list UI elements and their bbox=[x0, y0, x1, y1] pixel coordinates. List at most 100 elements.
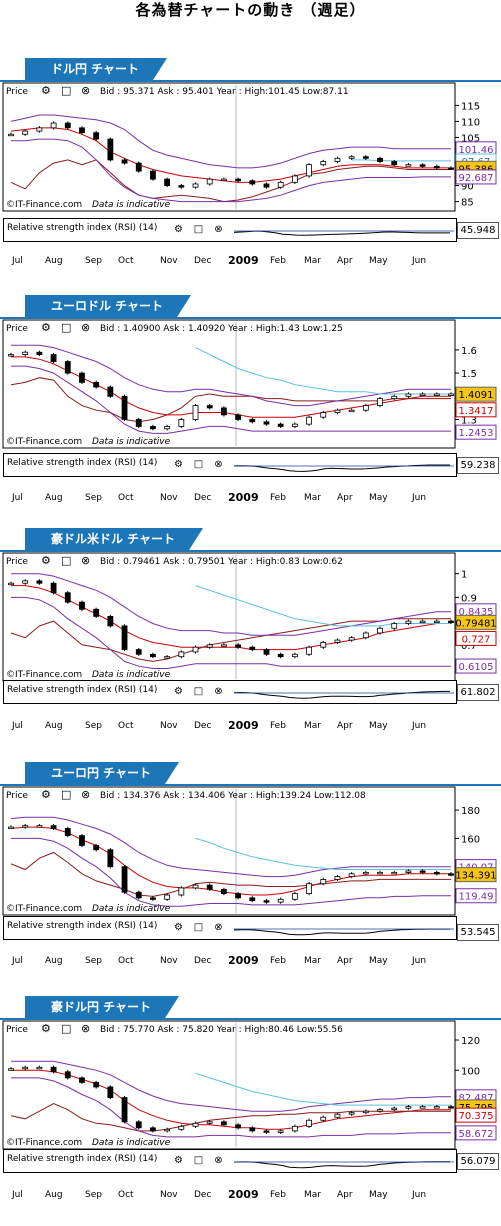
candle-body bbox=[178, 651, 185, 658]
month-label: Jun bbox=[412, 256, 427, 266]
candle-body bbox=[135, 162, 142, 172]
candle-body bbox=[79, 372, 85, 383]
wrench-icon[interactable]: ⚙ bbox=[174, 922, 183, 933]
rsi-panel: Relative strength index (RSI) (14) ⚙ □ ⊗ bbox=[3, 680, 457, 704]
close-icon[interactable]: ⊗ bbox=[214, 224, 223, 235]
candle-body bbox=[64, 1071, 71, 1079]
watermark: ©IT-Finance.com bbox=[6, 1138, 82, 1148]
rsi-panel: Relative strength index (RSI) (14) ⚙ □ ⊗ bbox=[3, 453, 457, 477]
window-icon[interactable]: □ bbox=[61, 84, 71, 97]
chart-frame bbox=[2, 786, 456, 916]
candle-body bbox=[8, 354, 14, 357]
value-box-label: 0.6105 bbox=[459, 662, 494, 673]
candle-body bbox=[249, 1127, 256, 1132]
close-icon[interactable]: ⊗ bbox=[81, 84, 90, 97]
series-boll_upper bbox=[10, 816, 451, 878]
chart-panel-eurjpy: ユーロ円 チャート Price ⚙ □ ⊗ Bid : 134.376 Ask : 13… bbox=[0, 762, 501, 992]
candle-body bbox=[22, 130, 29, 135]
window-icon[interactable]: □ bbox=[193, 224, 204, 235]
wrench-icon[interactable]: ⚙ bbox=[174, 686, 183, 697]
wrench-icon[interactable]: ⚙ bbox=[174, 1155, 183, 1166]
candle-body bbox=[291, 1125, 298, 1132]
candle-body bbox=[22, 825, 29, 828]
wrench-icon[interactable]: ⚙ bbox=[41, 321, 51, 334]
y-tick-label: 160 bbox=[461, 834, 480, 845]
month-label: Jul bbox=[12, 956, 23, 966]
month-label: Apr bbox=[337, 256, 353, 266]
candle-body bbox=[362, 632, 369, 639]
window-icon[interactable]: □ bbox=[61, 554, 71, 567]
candle-body bbox=[249, 180, 256, 185]
wrench-icon[interactable]: ⚙ bbox=[41, 554, 51, 567]
month-label: Nov bbox=[160, 256, 178, 266]
candle-body bbox=[235, 644, 241, 648]
month-axis: Jul Aug Sep Oct Nov Dec 2009 Feb Mar Apr May Jun bbox=[0, 954, 501, 970]
close-icon[interactable]: ⊗ bbox=[81, 554, 90, 567]
candle-body bbox=[121, 625, 128, 650]
close-icon[interactable]: ⊗ bbox=[214, 1155, 223, 1166]
window-icon[interactable]: □ bbox=[193, 459, 204, 470]
window-icon[interactable]: □ bbox=[61, 321, 71, 334]
candle-body bbox=[93, 608, 100, 617]
rsi-line bbox=[233, 464, 454, 472]
candle-body bbox=[334, 409, 341, 413]
close-icon[interactable]: ⊗ bbox=[214, 459, 223, 470]
page-title: 各為替チャートの動き （週足） bbox=[135, 1, 366, 19]
candle-body bbox=[235, 414, 241, 420]
close-icon[interactable]: ⊗ bbox=[214, 686, 223, 697]
month-label: Apr bbox=[337, 493, 353, 503]
candle-body bbox=[348, 637, 355, 641]
close-icon[interactable]: ⊗ bbox=[81, 321, 90, 334]
wrench-icon[interactable]: ⚙ bbox=[174, 224, 183, 235]
candle-body bbox=[419, 1106, 426, 1109]
chart-title-tab: 豪ドル米ドル チャート bbox=[25, 528, 203, 550]
window-icon[interactable]: □ bbox=[193, 686, 204, 697]
close-icon[interactable]: ⊗ bbox=[81, 788, 90, 801]
candle-body bbox=[22, 1066, 29, 1070]
candle-body bbox=[107, 138, 114, 161]
candle-body bbox=[377, 1109, 383, 1112]
month-label: Mar bbox=[304, 1190, 321, 1200]
candle-body bbox=[107, 386, 114, 397]
series-boll_lower bbox=[11, 837, 451, 907]
candle-body bbox=[306, 646, 312, 655]
month-axis: Jul Aug Sep Oct Nov Dec 2009 Feb Mar Apr May Jun bbox=[0, 254, 501, 270]
candle-body bbox=[334, 876, 341, 880]
chart-title-tab: 豪ドル円 チャート bbox=[25, 996, 179, 1018]
wrench-icon[interactable]: ⚙ bbox=[41, 788, 51, 801]
month-label: Jul bbox=[12, 256, 23, 266]
window-icon[interactable]: □ bbox=[193, 1155, 204, 1166]
wrench-icon[interactable]: ⚙ bbox=[41, 1022, 51, 1035]
candle-body bbox=[291, 893, 298, 900]
candle-body bbox=[221, 888, 227, 894]
candle-body bbox=[433, 1106, 440, 1109]
candle-body bbox=[263, 183, 270, 188]
month-label: Jun bbox=[412, 1190, 427, 1200]
candle-body bbox=[50, 825, 57, 829]
window-icon[interactable]: □ bbox=[61, 1022, 71, 1035]
price-chart: Price ⚙ □ ⊗ Bid : 0.79461 Ask : 0.79501 Year… bbox=[2, 552, 497, 682]
rsi-value: 53.545 bbox=[457, 924, 499, 941]
candle-body bbox=[22, 580, 29, 584]
month-label: 2009 bbox=[228, 491, 259, 504]
wrench-icon[interactable]: ⚙ bbox=[174, 459, 183, 470]
candle-body bbox=[306, 416, 312, 425]
month-label: Oct bbox=[118, 721, 134, 731]
month-label: Nov bbox=[160, 1190, 178, 1200]
close-icon[interactable]: ⊗ bbox=[81, 1022, 90, 1035]
y-tick-label: 120 bbox=[461, 1036, 480, 1047]
month-label: Apr bbox=[337, 1190, 353, 1200]
window-icon[interactable]: □ bbox=[193, 922, 204, 933]
rsi-label: Relative strength index (RSI) (14) bbox=[7, 921, 158, 931]
indicative-note: Data is indicative bbox=[92, 200, 171, 210]
window-icon[interactable]: □ bbox=[61, 788, 71, 801]
value-box-label: 82.487 bbox=[459, 1093, 494, 1104]
close-icon[interactable]: ⊗ bbox=[214, 922, 223, 933]
candle-body bbox=[121, 395, 128, 420]
candle-body bbox=[107, 1086, 114, 1098]
candle-body bbox=[8, 826, 14, 829]
value-box-label: 134.391 bbox=[455, 871, 496, 882]
indicative-note: Data is indicative bbox=[92, 1138, 171, 1148]
candle-body bbox=[348, 409, 355, 413]
wrench-icon[interactable]: ⚙ bbox=[41, 84, 51, 97]
